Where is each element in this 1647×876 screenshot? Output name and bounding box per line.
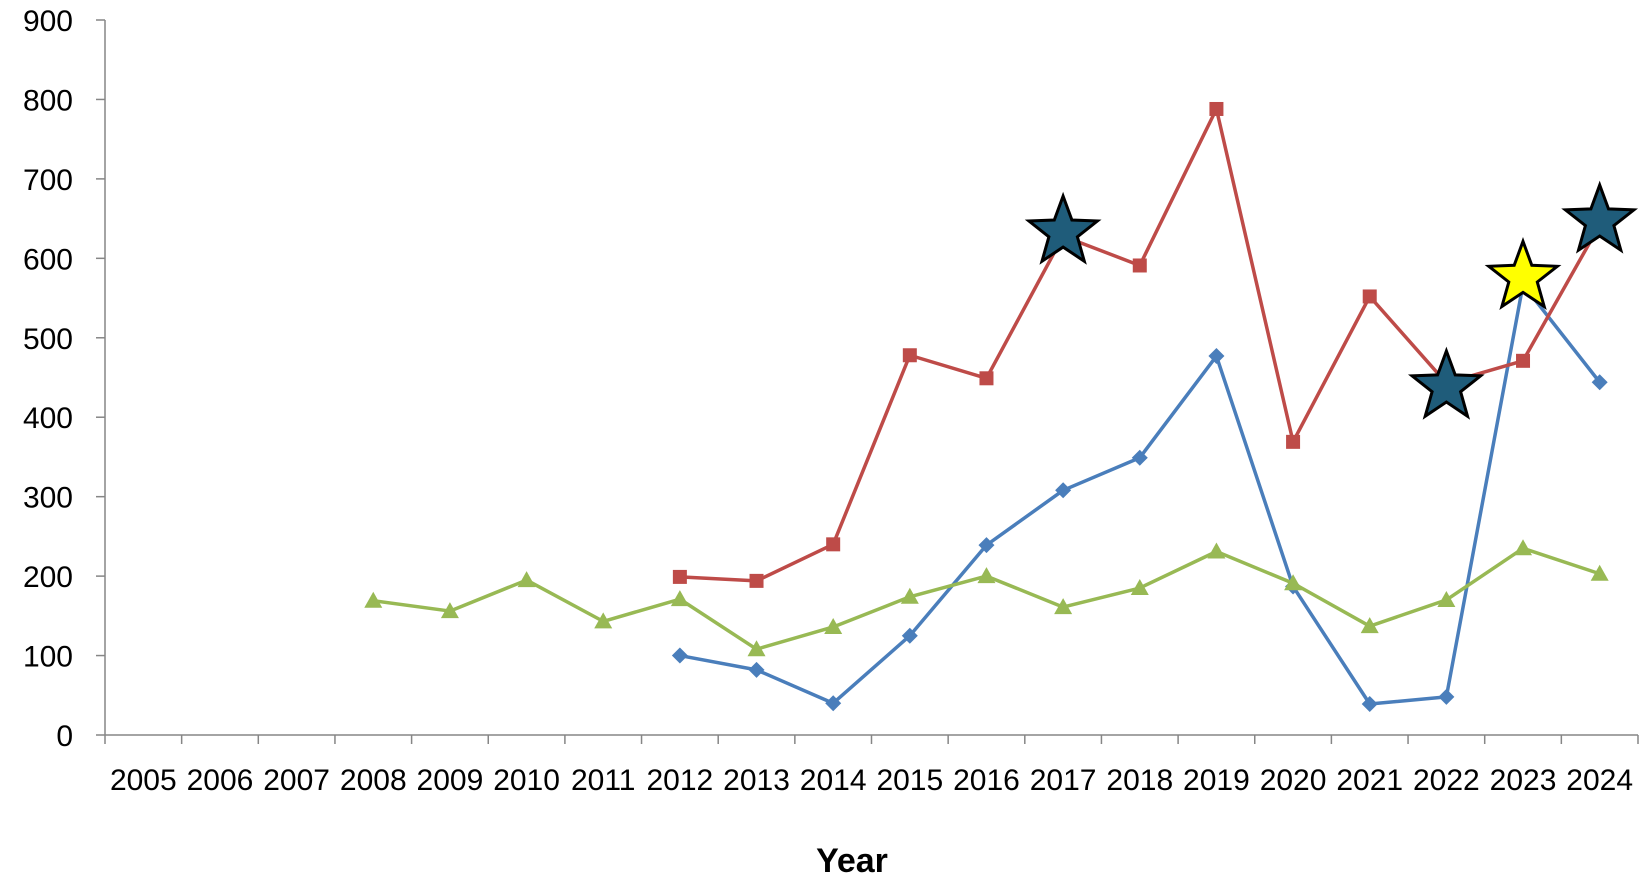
data-point-diamond bbox=[1208, 348, 1225, 365]
x-tick-label: 2007 bbox=[263, 764, 330, 797]
data-point-diamond bbox=[1055, 482, 1072, 499]
data-point-diamond bbox=[1131, 449, 1148, 466]
data-point-triangle bbox=[670, 590, 689, 607]
annotation-layer bbox=[1024, 180, 1639, 420]
y-tick-label: 200 bbox=[23, 561, 73, 594]
data-point-diamond bbox=[825, 695, 842, 712]
data-point-square bbox=[1362, 289, 1377, 304]
y-tick-label: 900 bbox=[23, 5, 73, 38]
x-tick-label: 2018 bbox=[1106, 764, 1173, 797]
data-point-square bbox=[902, 348, 917, 363]
data-point-diamond bbox=[901, 627, 918, 644]
series-2 bbox=[672, 101, 1607, 588]
x-tick-label: 2009 bbox=[417, 764, 484, 797]
data-point-diamond bbox=[1438, 688, 1455, 705]
data-point-triangle bbox=[517, 571, 536, 588]
x-tick-label: 2005 bbox=[110, 764, 177, 797]
data-point-triangle bbox=[1054, 598, 1073, 615]
y-tick-label: 100 bbox=[23, 641, 73, 674]
data-point-triangle bbox=[440, 602, 459, 619]
x-tick-label: 2020 bbox=[1260, 764, 1327, 797]
data-point-square bbox=[749, 573, 764, 588]
y-tick-label: 0 bbox=[56, 720, 73, 753]
x-tick-labels: 2005 2006 2007 2008 2009 2010 2011 2012 2013 2014… bbox=[110, 764, 1633, 797]
data-point-triangle bbox=[900, 587, 919, 604]
series-line bbox=[679, 107, 1602, 583]
y-tick-labels: 0 100 200 300 400 500 600 700 800 900 bbox=[23, 5, 73, 753]
x-tick-label: 2015 bbox=[876, 764, 943, 797]
data-point-triangle bbox=[1360, 617, 1379, 634]
x-tick-label: 2008 bbox=[340, 764, 407, 797]
data-point-triangle bbox=[747, 640, 766, 657]
data-point-triangle bbox=[364, 591, 383, 608]
y-tick-label: 500 bbox=[23, 323, 73, 356]
data-point-diamond bbox=[1591, 374, 1608, 391]
x-tick-label: 2023 bbox=[1490, 764, 1557, 797]
x-tick-label: 2006 bbox=[187, 764, 254, 797]
series-line bbox=[679, 282, 1602, 706]
data-point-diamond bbox=[748, 661, 765, 678]
series-3 bbox=[364, 539, 1609, 657]
data-point-triangle bbox=[1514, 539, 1533, 556]
data-point-triangle bbox=[1437, 590, 1456, 607]
data-point-diamond bbox=[671, 647, 688, 664]
data-point-square bbox=[1132, 258, 1147, 273]
series-1 bbox=[671, 276, 1608, 713]
y-tick-label: 600 bbox=[23, 243, 73, 276]
data-point-triangle bbox=[1284, 574, 1303, 591]
data-point-triangle bbox=[1207, 542, 1226, 559]
y-tick-label: 800 bbox=[23, 84, 73, 117]
y-tick-label: 300 bbox=[23, 482, 73, 515]
data-point-square bbox=[1516, 353, 1531, 368]
data-point-square bbox=[1209, 101, 1224, 116]
data-point-square bbox=[672, 569, 687, 584]
x-tick-label: 2017 bbox=[1030, 764, 1097, 797]
x-tick-label: 2022 bbox=[1413, 764, 1480, 797]
star-marker bbox=[1407, 346, 1485, 420]
x-axis-title: Year bbox=[816, 842, 888, 876]
x-tick-label: 2024 bbox=[1566, 764, 1633, 797]
star-marker bbox=[1484, 237, 1562, 311]
data-point-triangle bbox=[1130, 579, 1149, 596]
x-tick-label: 2013 bbox=[723, 764, 790, 797]
star-marker bbox=[1561, 180, 1639, 254]
x-tick-label: 2012 bbox=[647, 764, 714, 797]
y-tick-label: 700 bbox=[23, 164, 73, 197]
axes bbox=[96, 19, 1639, 744]
x-tick-label: 2021 bbox=[1336, 764, 1403, 797]
series-layer bbox=[364, 101, 1609, 713]
data-point-triangle bbox=[594, 612, 613, 629]
data-point-diamond bbox=[978, 537, 995, 554]
y-tick-label: 400 bbox=[23, 402, 73, 435]
x-tick-label: 2014 bbox=[800, 764, 867, 797]
data-point-triangle bbox=[1590, 564, 1609, 581]
series-line bbox=[373, 546, 1601, 651]
data-point-square bbox=[1286, 434, 1301, 449]
data-point-diamond bbox=[1361, 696, 1378, 713]
data-point-square bbox=[826, 537, 841, 552]
data-point-triangle bbox=[977, 567, 996, 584]
x-tick-label: 2011 bbox=[571, 764, 636, 797]
data-point-square bbox=[979, 371, 994, 386]
star-marker bbox=[1024, 191, 1102, 265]
x-tick-label: 2016 bbox=[953, 764, 1020, 797]
data-point-triangle bbox=[824, 617, 843, 634]
x-tick-label: 2019 bbox=[1183, 764, 1250, 797]
x-tick-label: 2010 bbox=[493, 764, 560, 797]
